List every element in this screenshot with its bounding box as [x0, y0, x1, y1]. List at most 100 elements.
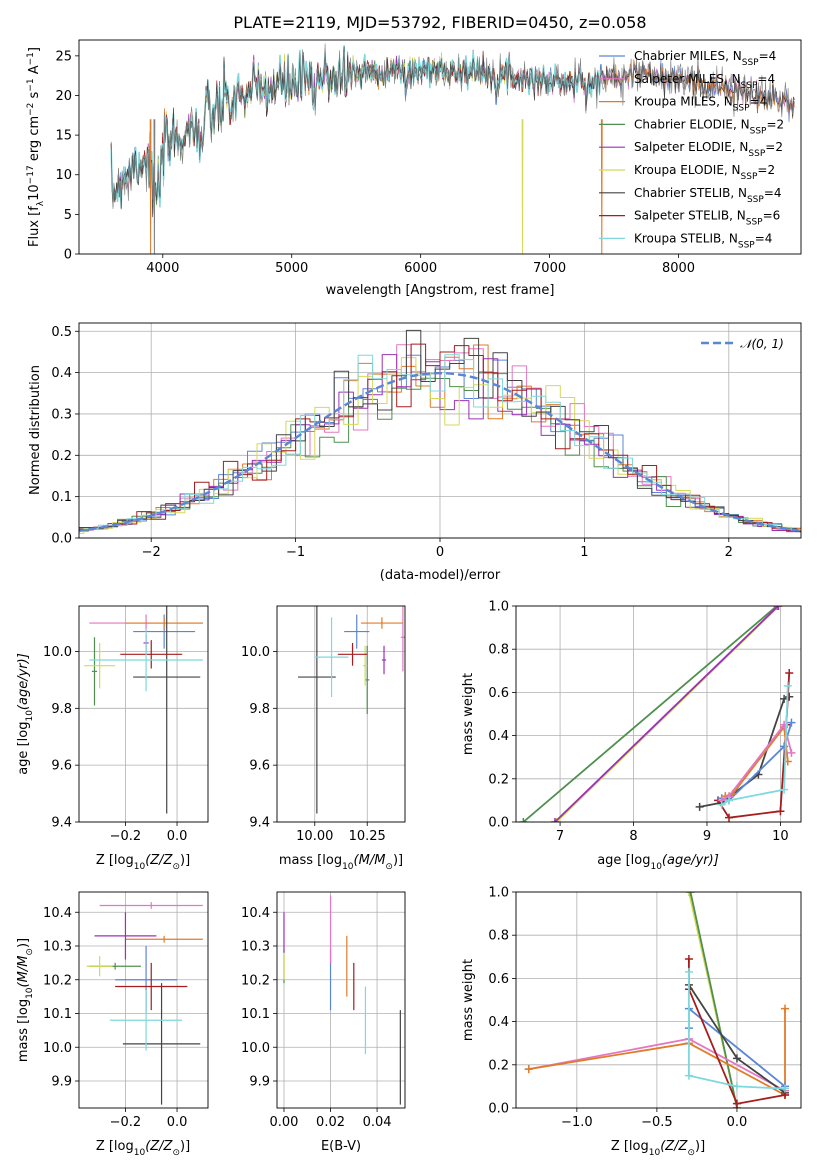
y-tick-label: 0	[64, 248, 72, 263]
y-tick-label: 10.0	[43, 1041, 72, 1056]
y-tick-label: 5	[64, 208, 72, 223]
weight-marker	[684, 1071, 693, 1080]
x-tick-label: 10.00	[296, 829, 333, 844]
x-tick-label: 0.00	[270, 1115, 299, 1130]
y-tick-label: 0.5	[51, 325, 72, 340]
x-tick-label: 0.04	[363, 1115, 392, 1130]
y-tick-label: 1.0	[488, 886, 509, 901]
weight-marker	[774, 606, 783, 610]
spectrum-dip	[153, 119, 156, 254]
weight-marker	[783, 681, 792, 690]
y-tick-label: 10.2	[241, 973, 270, 988]
x-tick-label: 8000	[662, 261, 695, 276]
axes-frame	[276, 891, 406, 1109]
weight-marker	[684, 892, 693, 896]
y-axis-label: mass [log10(M/M⊙)]	[16, 938, 35, 1062]
x-tick-label: −0.2	[110, 1115, 142, 1130]
y-tick-label: 0.4	[488, 1015, 509, 1030]
x-axis-label: (data-model)/error	[380, 568, 501, 583]
axes-frame	[515, 605, 802, 823]
x-axis-label: age [log10(age/yr)]	[597, 853, 719, 872]
axes-age_vs_Z: −0.2 0.0 9.4 9.6 9.8 10.0	[43, 605, 209, 844]
x-tick-label: −2	[142, 545, 161, 560]
x-tick-label: 0.02	[316, 1115, 345, 1130]
axes-weight_vs_Z: −1.0 −0.5 0.0 0.0 0.2 0.4 0.6 0.8 1.0	[488, 886, 802, 1130]
y-tick-label: 10.3	[241, 940, 270, 955]
weight-line	[721, 723, 793, 802]
y-axis-label: mass weight	[461, 673, 476, 755]
axes-age_vs_mass: 10.00 10.25 9.4 9.6 9.8 10.0	[241, 605, 406, 844]
weight-marker	[524, 1065, 533, 1074]
y-tick-label: 0.0	[51, 532, 72, 547]
y-tick-label: 0.2	[51, 449, 72, 464]
axes-frame	[78, 322, 802, 539]
x-tick-label: 7	[556, 829, 564, 844]
plot-area-mass_vs_Z	[86, 902, 203, 1105]
weight-marker	[780, 1084, 789, 1093]
weight-marker	[695, 802, 704, 811]
y-tick-label: 10.0	[241, 645, 270, 660]
plot-area-mass_vs_EBV	[283, 895, 401, 1105]
y-tick-label: 0.8	[488, 643, 509, 658]
weight-marker	[725, 813, 734, 822]
axes-frame	[276, 605, 406, 823]
y-tick-label: 0.3	[51, 407, 72, 422]
axes-weight_vs_age: 7 8 9 10 0.0 0.2 0.4 0.6 0.8 1.0	[488, 600, 802, 844]
weight-line	[721, 685, 789, 806]
y-tick-label: 15	[55, 129, 72, 144]
y-tick-label: 9.6	[51, 759, 72, 774]
x-tick-label: 4000	[146, 261, 179, 276]
y-tick-label: 0.6	[488, 972, 509, 987]
axes-frame	[78, 891, 209, 1109]
weight-marker	[787, 748, 796, 757]
spectrum-dip	[521, 119, 524, 254]
y-axis-label: Normed distribution	[28, 365, 43, 495]
weight-line	[689, 892, 738, 1108]
y-tick-label: 0.6	[488, 686, 509, 701]
plot-area-weight_vs_age	[519, 606, 796, 822]
x-axis-label: Z [log10(Z/Z⊙)]	[96, 1139, 190, 1158]
legend-entry: Chabrier MILES, NSSP=4	[634, 49, 776, 68]
y-tick-label: 0.2	[488, 1058, 509, 1073]
y-tick-label: 9.8	[51, 702, 72, 717]
y-tick-label: 0.8	[488, 929, 509, 944]
data-spectrum	[110, 43, 795, 209]
y-tick-label: 0.0	[488, 1102, 509, 1117]
x-tick-label: 0.0	[167, 1115, 188, 1130]
legend-entry: Chabrier STELIB, NSSP=4	[634, 186, 782, 205]
x-tick-label: −0.2	[110, 829, 142, 844]
plot-area-age_vs_mass	[297, 606, 405, 814]
legend-entry: Kroupa STELIB, NSSP=4	[634, 231, 772, 250]
legend: Chabrier MILES, NSSP=4 Salpeter MILES, NS…	[599, 49, 784, 250]
y-tick-label: 10.3	[43, 940, 72, 955]
weight-marker	[732, 1054, 741, 1063]
x-tick-label: 6000	[404, 261, 437, 276]
weight-marker	[550, 818, 559, 822]
weight-marker	[776, 807, 785, 816]
weight-marker	[684, 954, 693, 963]
legend-entry: Salpeter STELIB, NSSP=6	[634, 209, 780, 228]
gaussian-curve	[79, 371, 801, 533]
weight-marker	[717, 800, 726, 809]
weight-marker	[732, 1082, 741, 1091]
y-tick-label: 10.2	[43, 973, 72, 988]
legend-entry: Salpeter ELODIE, NSSP=2	[634, 140, 783, 159]
y-tick-label: 1.0	[488, 600, 509, 615]
weight-marker	[780, 1004, 789, 1013]
weight-line	[528, 1008, 786, 1096]
x-tick-label: 0.0	[727, 1115, 748, 1130]
y-tick-label: 10.0	[241, 1041, 270, 1056]
x-tick-label: 8	[629, 829, 637, 844]
axes-mass_vs_Z: −0.2 0.0 9.9 10.0 10.1 10.2 10.3 10.4	[43, 891, 209, 1130]
x-axis-label: wavelength [Angstrom, rest frame]	[326, 283, 555, 298]
weight-marker	[785, 668, 794, 677]
y-tick-label: 9.9	[249, 1075, 270, 1090]
x-tick-label: −1	[286, 545, 305, 560]
x-tick-label: −1.0	[561, 1115, 593, 1130]
y-tick-label: 0.2	[488, 772, 509, 787]
spectrum-dip	[149, 119, 152, 254]
y-axis-label: Flux [fλ10−17 erg cm−2 s−1 A−1]	[26, 47, 46, 247]
y-tick-label: 10.4	[241, 906, 270, 921]
y-axis-label: age [log10(age/yr)]	[16, 653, 35, 775]
x-tick-label: 0.0	[167, 829, 188, 844]
